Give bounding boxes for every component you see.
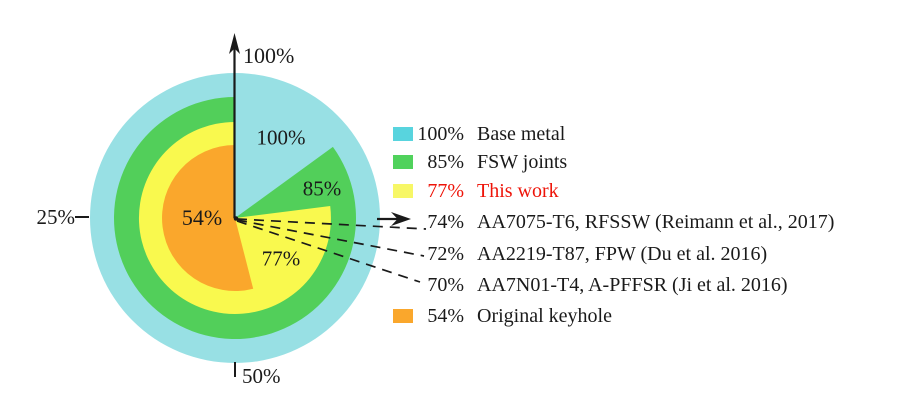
y-axis-arrowhead xyxy=(229,33,240,54)
legend-row: 100% Base metal xyxy=(393,123,565,145)
legend-percent: 100% xyxy=(417,123,464,145)
legend-swatch-icon xyxy=(393,309,413,323)
pie-label-this-work: 77% xyxy=(261,246,301,271)
legend-label: This work xyxy=(477,180,559,202)
callout-lines xyxy=(236,218,427,283)
legend-row: 70% AA7N01-T4, A-PFFSR (Ji et al. 2016) xyxy=(393,274,788,296)
callout-line-70 xyxy=(236,220,421,283)
pie-center-dot xyxy=(233,216,239,221)
angle-tick-50-label: 50% xyxy=(242,364,281,388)
legend-swatch-icon xyxy=(393,215,413,229)
legend-percent: 70% xyxy=(427,274,464,296)
callout-line-72 xyxy=(236,219,425,257)
pie-label-fsw-joints: 85% xyxy=(302,176,342,201)
x-axis-arrow xyxy=(377,212,411,226)
legend-percent: 72% xyxy=(427,243,464,265)
legend-label: FSW joints xyxy=(477,151,568,173)
x-axis-arrowhead xyxy=(391,212,411,226)
legend-percent: 54% xyxy=(427,305,464,327)
legend-swatch-icon xyxy=(393,155,413,169)
legend-row: 74% AA7075-T6, RFSSW (Reimann et al., 20… xyxy=(393,211,834,233)
legend-label: AA2219-T87, FPW (Du et al. 2016) xyxy=(477,243,768,265)
legend-label: Original keyhole xyxy=(477,305,612,327)
pie-sector-original-keyhole xyxy=(162,145,254,291)
angle-tick-25-label: 25% xyxy=(36,205,76,229)
legend-percent: 85% xyxy=(427,151,464,173)
legend-row: 72% AA2219-T87, FPW (Du et al. 2016) xyxy=(393,243,767,265)
legend-swatch-icon xyxy=(393,247,413,261)
pie-label-original-keyhole: 54% xyxy=(181,205,223,230)
legend-percent: 77% xyxy=(427,180,464,202)
pie-label-base-metal: 100% xyxy=(256,125,306,150)
legend-swatch-icon xyxy=(393,184,413,198)
legend-row: 54% Original keyhole xyxy=(393,305,612,327)
y-axis-arrow xyxy=(229,33,240,218)
legend-swatch-icon xyxy=(393,127,413,141)
legend-label: Base metal xyxy=(477,123,566,145)
legend-label: AA7N01-T4, A-PFFSR (Ji et al. 2016) xyxy=(477,274,788,296)
legend-label: AA7075-T6, RFSSW (Reimann et al., 2017) xyxy=(477,211,835,233)
legend-row: 85% FSW joints xyxy=(393,151,567,173)
y-axis-max-label: 100% xyxy=(243,43,295,68)
legend-row: 77% This work xyxy=(393,180,559,202)
callout-line-74 xyxy=(236,218,427,230)
legend-swatch-icon xyxy=(393,278,413,292)
legend-percent: 74% xyxy=(427,211,464,233)
